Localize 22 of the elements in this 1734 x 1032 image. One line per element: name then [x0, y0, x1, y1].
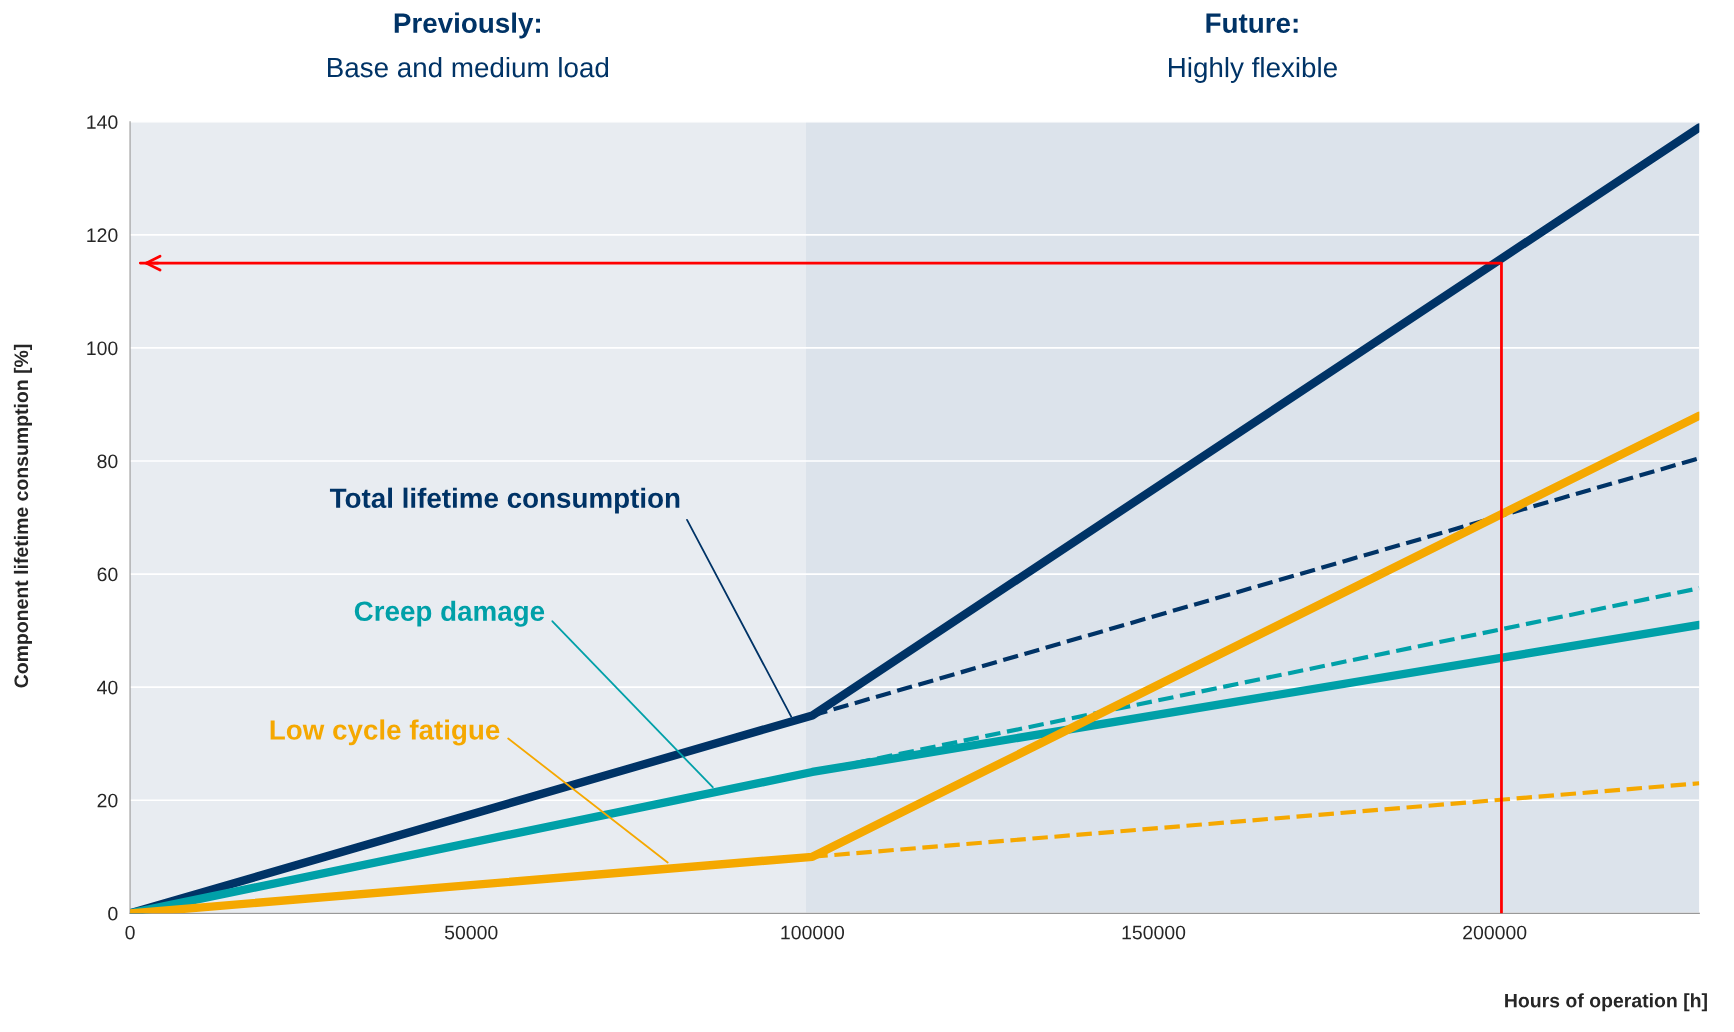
y-tick-label: 140: [87, 115, 118, 130]
y-tick-label: 40: [97, 680, 118, 695]
y-tick-label: 0: [108, 906, 118, 921]
x-tick-label: 200000: [1463, 925, 1527, 940]
y-tick-label: 120: [87, 228, 118, 243]
x-tick-label: 50000: [444, 925, 498, 940]
text: Previously:: [394, 12, 540, 39]
x-axis-title: Hours of operation [h]: [1505, 993, 1707, 1012]
y-tick-label: 20: [97, 793, 118, 808]
text: Highly flexible: [1169, 56, 1337, 83]
text: Base and medium load: [328, 56, 609, 78]
annotation: Low cycle fatigue: [270, 719, 500, 746]
annotation: Creep damage: [354, 600, 545, 627]
y-tick-label: 60: [97, 567, 118, 582]
y-tick-label: 80: [97, 454, 118, 469]
y-axis-title: Component lifetime consumption [%]: [13, 344, 32, 688]
x-tick-label: 0: [125, 925, 135, 940]
y-tick-label: 100: [87, 341, 118, 356]
text: Future:: [1206, 13, 1298, 33]
x-tick-label: 150000: [1122, 925, 1186, 940]
x-tick-label: 100000: [781, 925, 845, 940]
annotation: Total lifetime consumption: [329, 487, 680, 514]
